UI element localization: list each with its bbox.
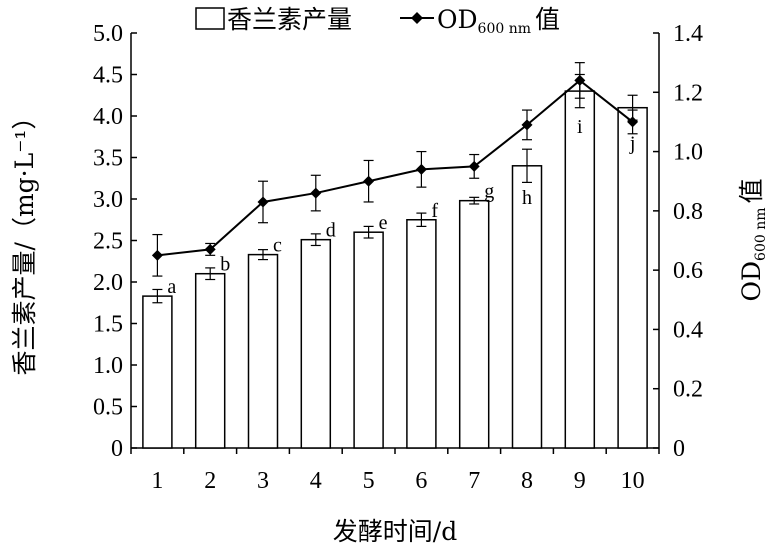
y-left-tick-label: 0: [111, 436, 123, 462]
bar-letter-label: c: [273, 235, 282, 257]
x-tick-label: 7: [468, 468, 480, 494]
y2-axis-title: OD600 nm值: [737, 178, 769, 301]
bar: [617, 106, 648, 449]
legend-bar-label: 香兰素产量: [227, 5, 352, 34]
bar: [406, 219, 437, 449]
legend: 香兰素产量 OD600 nm 值: [195, 5, 560, 37]
line-point: [415, 163, 427, 175]
y-right-tick-label: 0.6: [673, 258, 703, 284]
y-axis-title: 香兰素产量/（mg·L⁻¹）: [10, 105, 39, 376]
y-left-tick-label: 1.5: [93, 312, 123, 338]
bar-letter-label: f: [431, 200, 438, 222]
bar: [458, 199, 490, 449]
legend-line-marker: [411, 12, 423, 24]
legend-bar-swatch: [195, 7, 225, 30]
x-axis-title: 发酵时间/d: [333, 517, 457, 546]
y-right-tick-label: 0.8: [673, 199, 703, 225]
bar-letter-label: d: [326, 220, 336, 242]
x-tick-label: 10: [621, 468, 645, 494]
bar: [353, 231, 384, 449]
line-point: [574, 74, 586, 86]
y-right-tick-label: 0.2: [673, 377, 703, 403]
line-series: [151, 62, 639, 277]
x-tick-label: 8: [521, 468, 533, 494]
line-path: [157, 79, 634, 257]
axes: 00.51.01.52.02.53.03.54.04.55.0 00.20.40…: [93, 21, 703, 494]
line-point: [257, 196, 269, 208]
y-right-tick-label: 1.0: [673, 140, 703, 166]
y-left-tick-label: 4.0: [93, 104, 123, 130]
bar-letter-label: e: [379, 212, 388, 234]
x-tick-label: 1: [151, 468, 163, 494]
y-right-ticks: 0 0.2 0.4 0.6 0.8 1.0 1.2 1.4: [653, 21, 703, 462]
y-left-tick-label: 3.5: [93, 146, 123, 172]
y-right-tick-label: 0.4: [673, 317, 703, 343]
line-point: [468, 160, 480, 172]
bar: [247, 253, 279, 449]
y-left-tick-label: 1.0: [93, 353, 123, 379]
y-left-ticks: 0 0.5 1.0 1.5 2.0 2.5 3.0 3.5 4.0 4.5 5.0: [93, 21, 137, 462]
bar-letter-label: a: [167, 276, 176, 298]
y-left-tick-label: 0.5: [93, 395, 123, 421]
y-left-tick-label: 4.5: [93, 63, 123, 89]
line-point: [521, 119, 533, 131]
bar-letter-label: i: [577, 116, 583, 138]
x-ticks: 1 2 3 4 5 6 7 8 9 10: [130, 448, 660, 494]
line-point: [151, 249, 163, 261]
x-tick-label: 4: [310, 468, 322, 494]
bar-letter-label: b: [220, 254, 230, 276]
y-right-tick-label: 0: [673, 436, 685, 462]
line-point: [627, 116, 639, 128]
bar-series: a b c d e f g h i j: [142, 73, 648, 449]
bar: [194, 272, 226, 449]
line-point: [310, 187, 322, 199]
y-left-tick-label: 3.0: [93, 187, 123, 213]
bar: [564, 90, 596, 449]
x-tick-label: 2: [204, 468, 216, 494]
line-point: [363, 175, 375, 187]
bar-letter-label: h: [522, 187, 532, 209]
y-left-tick-label: 5.0: [93, 21, 123, 47]
x-tick-label: 9: [574, 468, 586, 494]
y-right-tick-label: 1.2: [673, 80, 703, 106]
y-right-tick-label: 1.4: [673, 21, 703, 47]
legend-line-label: OD600 nm 值: [437, 5, 560, 37]
bar: [300, 238, 332, 449]
x-tick-label: 6: [415, 468, 427, 494]
bar-letter-label: g: [484, 181, 494, 203]
bar-letter-label: j: [629, 133, 636, 155]
x-tick-label: 5: [363, 468, 375, 494]
y-left-tick-label: 2.0: [93, 270, 123, 296]
x-tick-label: 3: [257, 468, 269, 494]
y-left-tick-label: 2.5: [93, 229, 123, 255]
bar: [142, 295, 173, 449]
line-point: [204, 243, 216, 255]
